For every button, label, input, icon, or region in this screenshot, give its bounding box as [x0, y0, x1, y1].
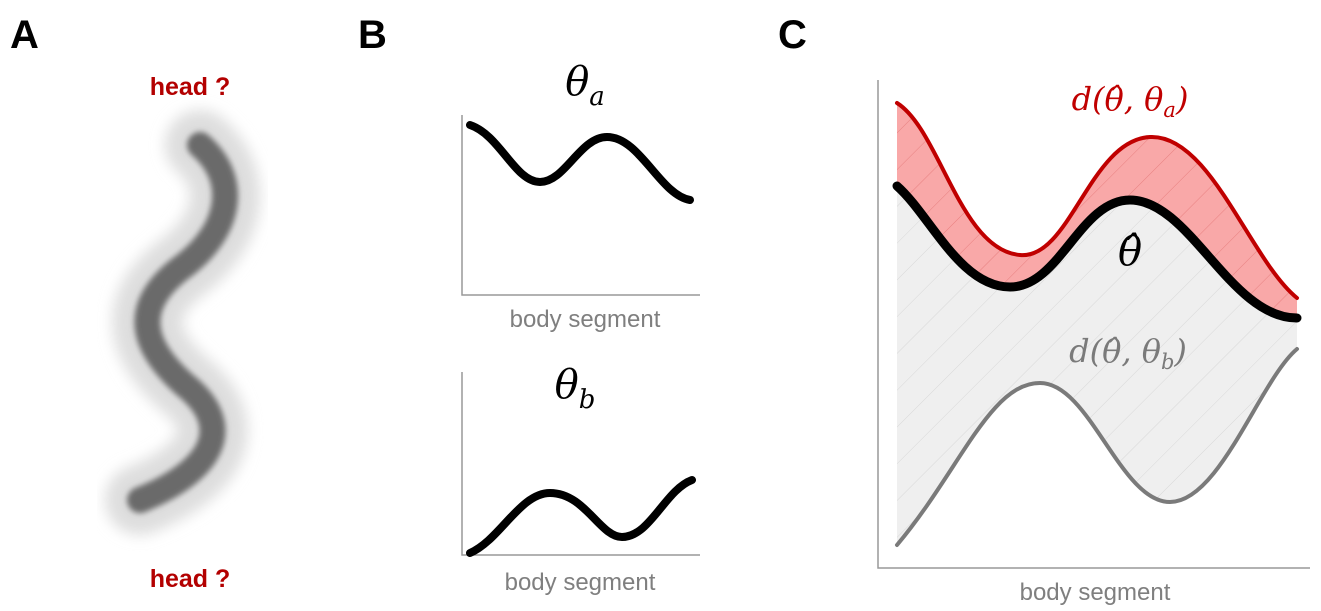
- curve-theta-a: [466, 121, 694, 204]
- curve-estimate: [892, 181, 1302, 323]
- curve-theta-b: [895, 347, 1299, 547]
- worm: [105, 110, 260, 535]
- subscript: b: [1161, 350, 1174, 374]
- sep: ,: [1124, 80, 1144, 118]
- distance-b-label: d(θ̂, θb): [1069, 332, 1187, 374]
- subscript: a: [1163, 98, 1176, 122]
- estimate: θ̂: [1102, 332, 1121, 370]
- symbol: θ: [1142, 332, 1161, 370]
- axes: [461, 372, 700, 556]
- suffix: ): [1175, 80, 1188, 118]
- panel-label: C: [778, 13, 807, 57]
- prefix: d(: [1072, 80, 1106, 118]
- subscript: b: [579, 385, 596, 415]
- theta-a-title: θa: [565, 59, 605, 112]
- axes: [877, 80, 1310, 569]
- x-axis-label: body segment: [510, 306, 661, 333]
- symbol: θ: [555, 362, 579, 408]
- estimate-label: θ̂: [1118, 229, 1142, 275]
- curve-theta-b: [466, 476, 696, 557]
- symbol: θ: [1144, 80, 1163, 118]
- symbol: θ: [565, 59, 589, 105]
- head-label: head ?: [150, 73, 231, 101]
- x-axis-label: body segment: [1020, 579, 1171, 606]
- panel-label: A: [10, 13, 39, 57]
- distance-a-label: d(θ̂, θa): [1072, 80, 1189, 122]
- sep: ,: [1121, 332, 1141, 370]
- x-axis-label: body segment: [505, 569, 656, 596]
- theta-b-title: θb: [555, 362, 596, 415]
- subscript: a: [589, 82, 605, 112]
- head-label: head ?: [150, 565, 231, 593]
- curve-theta-a: [895, 101, 1299, 300]
- panel-label: B: [358, 13, 387, 57]
- estimate: θ̂: [1105, 80, 1124, 118]
- suffix: ): [1173, 332, 1186, 370]
- distance-b-area: [897, 186, 1297, 545]
- prefix: d(: [1069, 332, 1103, 370]
- axes: [461, 115, 700, 296]
